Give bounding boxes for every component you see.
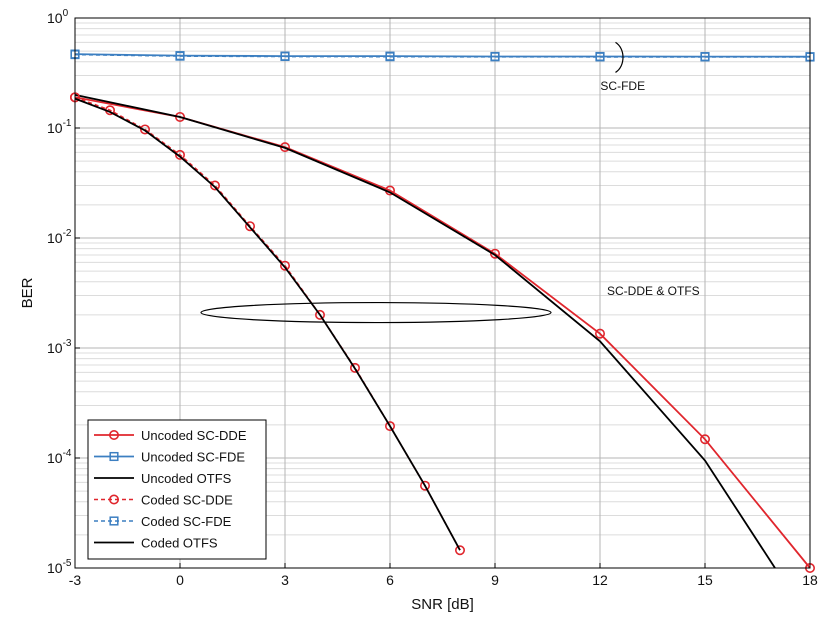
data-point [419, 480, 430, 491]
x-tick-label: -3 [69, 572, 82, 588]
annotations: SC-FDE SC-DDE & OTFS [200, 41, 700, 324]
legend: Uncoded SC-DDE Uncoded SC-FDE Uncoded OTFS… [87, 419, 267, 560]
data-point [314, 309, 325, 320]
x-axis-label: SNR [dB] [411, 596, 474, 613]
legend-label: Uncoded OTFS [141, 471, 232, 486]
x-tick-label: 15 [697, 572, 713, 588]
data-point [385, 52, 395, 62]
x-tick-label: 18 [802, 572, 818, 588]
legend-entry: Uncoded SC-DDE [94, 428, 247, 443]
data-point [454, 545, 465, 556]
legend-marker [109, 516, 119, 526]
series-line [74, 97, 461, 551]
x-tick-label: 0 [176, 572, 184, 588]
y-tick-label: 10-4 [47, 448, 72, 466]
plot-frame [74, 17, 811, 569]
legend-box [87, 419, 267, 560]
x-tick-label: 12 [592, 572, 608, 588]
legend-marker [109, 494, 120, 505]
series-line [74, 53, 811, 58]
series-lines [70, 49, 815, 573]
sc-dde-otfs-ellipse [200, 301, 552, 324]
axis-ticks: -3 0 3 6 9 12 15 18 10-5 10-4 10-3 10-2 10-1 100 [47, 8, 818, 588]
data-point [210, 180, 221, 191]
data-point [175, 149, 186, 160]
y-tick-label: 10-2 [47, 228, 72, 246]
data-point [279, 260, 290, 271]
sc-fde-brace [615, 41, 624, 73]
legend-marker [109, 451, 119, 462]
series-coded-sc-fde [70, 50, 815, 62]
legend-label: Uncoded SC-DDE [141, 428, 247, 443]
series-coded-otfs [74, 97, 461, 551]
annotation-label: SC-DDE & OTFS [607, 284, 700, 298]
legend-marker [109, 429, 120, 440]
x-tick-label: 3 [281, 572, 289, 588]
data-point [594, 328, 605, 339]
series-uncoded-otfs [74, 94, 776, 569]
y-tick-label: 10-1 [47, 118, 72, 136]
data-point [384, 421, 395, 432]
y-tick-label: 10-3 [47, 338, 72, 356]
annotation-label: SC-FDE [600, 79, 645, 93]
data-point [280, 51, 290, 62]
legend-entry: Uncoded OTFS [94, 471, 232, 486]
data-point [595, 52, 605, 62]
data-point [349, 362, 360, 373]
series-line [74, 94, 776, 569]
data-point [700, 52, 710, 62]
data-point [245, 221, 256, 232]
x-tick-label: 6 [386, 572, 394, 588]
legend-entry: Uncoded SC-FDE [94, 450, 245, 465]
legend-entry: Coded SC-DDE [94, 493, 233, 508]
legend-label: Coded SC-FDE [141, 514, 232, 529]
data-point [140, 124, 151, 135]
data-point [699, 434, 710, 445]
legend-label: Coded OTFS [141, 536, 218, 551]
data-point [175, 51, 185, 61]
data-point [489, 248, 500, 259]
legend-entry: Coded SC-FDE [94, 514, 232, 529]
y-tick-label: 100 [47, 8, 69, 26]
y-axis-label: BER [19, 277, 36, 308]
data-point [490, 52, 500, 62]
x-tick-label: 9 [491, 572, 499, 588]
legend-entry: Coded OTFS [94, 536, 218, 551]
y-tick-label: 10-5 [47, 558, 72, 576]
legend-label: Uncoded SC-FDE [141, 450, 245, 465]
legend-label: Coded SC-DDE [141, 493, 233, 508]
